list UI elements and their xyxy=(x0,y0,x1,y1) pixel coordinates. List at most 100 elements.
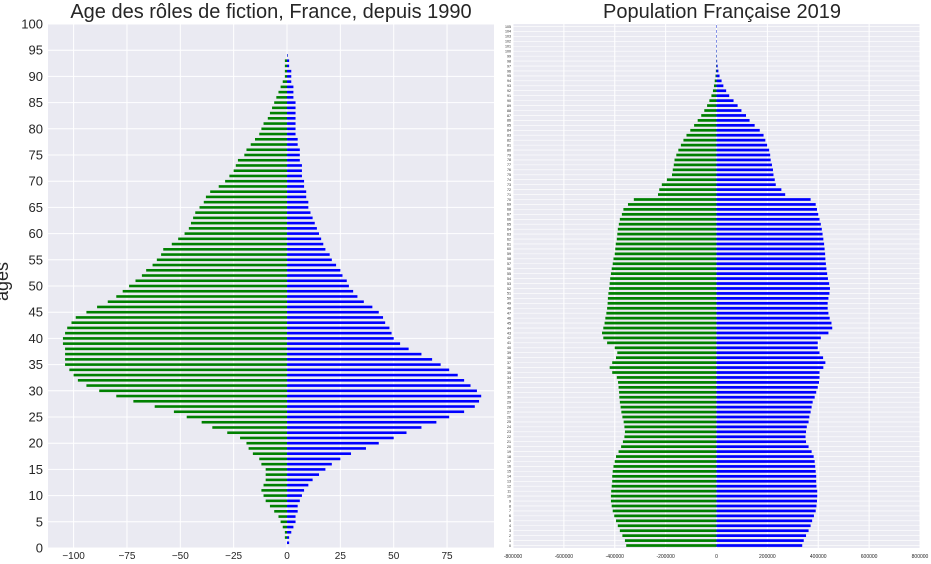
bar-right-green xyxy=(610,499,717,503)
bar-right-blue xyxy=(716,470,816,473)
bar-right-green xyxy=(608,292,717,295)
bar-right-green xyxy=(607,301,717,305)
bar-left-blue xyxy=(287,305,373,309)
y-tick-label-right: 71 xyxy=(507,193,511,197)
bar-left-blue xyxy=(287,158,300,162)
y-tick-label-right: 6 xyxy=(509,514,511,518)
bar-left-green xyxy=(278,90,288,94)
bar-right-green xyxy=(694,123,717,127)
bar-right-green xyxy=(614,252,717,256)
bar-right-blue xyxy=(716,445,809,449)
bar-left-blue xyxy=(287,342,401,345)
bar-right-blue xyxy=(716,539,804,542)
bar-right-blue xyxy=(716,494,818,498)
y-tick-label-right: 61 xyxy=(507,242,511,246)
bar-right-green xyxy=(615,242,717,246)
bar-right-blue xyxy=(716,267,827,271)
bar-right-green xyxy=(611,489,717,493)
bar-left-blue xyxy=(287,169,302,173)
bar-right-blue xyxy=(716,395,815,399)
bar-right-blue xyxy=(716,425,807,429)
bar-left-green xyxy=(240,436,288,440)
bar-right-green xyxy=(617,227,717,231)
y-tick-label-left: 70 xyxy=(29,174,43,189)
x-tick-label-right: 0 xyxy=(715,554,718,560)
bar-left-green xyxy=(284,59,288,62)
bar-right-blue xyxy=(716,222,821,226)
bar-right-green xyxy=(624,425,717,429)
bar-left-green xyxy=(259,457,288,461)
bar-right-green xyxy=(613,465,717,468)
y-tick-label-right: 25 xyxy=(507,420,511,424)
bar-left-blue xyxy=(287,268,341,272)
bar-left-blue xyxy=(287,206,309,209)
bar-right-green xyxy=(604,321,717,325)
y-tick-label-right: 59 xyxy=(507,252,511,256)
bar-left-blue xyxy=(287,248,326,251)
bar-right-green xyxy=(617,524,717,528)
bar-left-green xyxy=(274,101,288,104)
y-tick-label-right: 96 xyxy=(507,69,511,73)
bar-left-blue xyxy=(287,399,480,403)
bar-left-blue xyxy=(287,143,298,146)
y-tick-label-right: 11 xyxy=(507,489,511,493)
bar-left-green xyxy=(62,337,288,340)
bar-left-green xyxy=(86,310,288,314)
bars-right xyxy=(602,25,833,547)
y-tick-label-left: 55 xyxy=(29,252,43,267)
bar-left-green xyxy=(272,106,288,110)
y-tick-label-right: 105 xyxy=(505,25,511,29)
bar-right-blue xyxy=(716,450,812,453)
ticks-left: −100 −75 −50 −25 0 25 50 75 0 5 10 15 20 25 30 35 40 45 50… xyxy=(21,17,453,563)
y-tick-label-right: 69 xyxy=(507,203,511,207)
bar-right-blue xyxy=(716,262,826,266)
y-tick-label-right: 52 xyxy=(507,287,511,291)
bar-right-green xyxy=(712,89,717,93)
bar-right-green xyxy=(678,148,717,152)
y-tick-label-left: 30 xyxy=(29,383,43,398)
bar-left-green xyxy=(116,394,288,398)
bar-right-green xyxy=(612,474,717,478)
bar-left-blue xyxy=(287,137,298,141)
y-tick-label-right: 15 xyxy=(507,470,511,474)
y-tick-label-right: 99 xyxy=(507,54,511,58)
x-tick-label-right: -800000 xyxy=(504,554,523,560)
bar-left-green xyxy=(86,384,288,387)
bar-left-green xyxy=(259,132,288,136)
bar-right-blue xyxy=(716,351,820,355)
bar-right-green xyxy=(607,341,717,345)
y-tick-label-left: 40 xyxy=(29,331,43,346)
bar-right-blue xyxy=(716,356,824,360)
bar-right-green xyxy=(616,237,717,241)
bar-right-blue xyxy=(716,465,816,468)
y-tick-label-right: 54 xyxy=(507,277,511,281)
bar-right-blue xyxy=(716,153,771,157)
y-tick-label-right: 100 xyxy=(505,49,511,53)
bar-right-blue xyxy=(716,148,770,152)
y-tick-label-right: 90 xyxy=(507,99,511,103)
bar-right-blue xyxy=(716,479,817,483)
y-tick-label-left: 45 xyxy=(29,305,43,320)
bar-right-green xyxy=(623,208,717,211)
bar-right-green xyxy=(612,371,717,374)
bar-left-blue xyxy=(287,447,366,450)
bar-left-green xyxy=(233,169,288,173)
bar-right-green xyxy=(619,390,717,394)
bar-left-blue xyxy=(287,237,322,241)
bar-left-green xyxy=(173,410,288,414)
y-tick-label-right: 7 xyxy=(509,509,511,513)
bar-right-green xyxy=(618,450,717,453)
y-tick-label-right: 76 xyxy=(507,168,511,172)
bar-left-green xyxy=(284,75,288,78)
y-tick-label-right: 46 xyxy=(507,316,511,320)
bar-right-blue xyxy=(716,405,812,409)
bar-right-green xyxy=(622,440,717,444)
bar-right-blue xyxy=(716,326,833,330)
bar-left-blue xyxy=(287,64,290,68)
bar-left-blue xyxy=(287,452,352,455)
bar-right-blue xyxy=(716,361,826,364)
bar-right-blue xyxy=(716,306,828,310)
bar-left-blue xyxy=(287,379,465,382)
bar-right-green xyxy=(657,193,717,196)
bar-left-green xyxy=(188,227,288,230)
